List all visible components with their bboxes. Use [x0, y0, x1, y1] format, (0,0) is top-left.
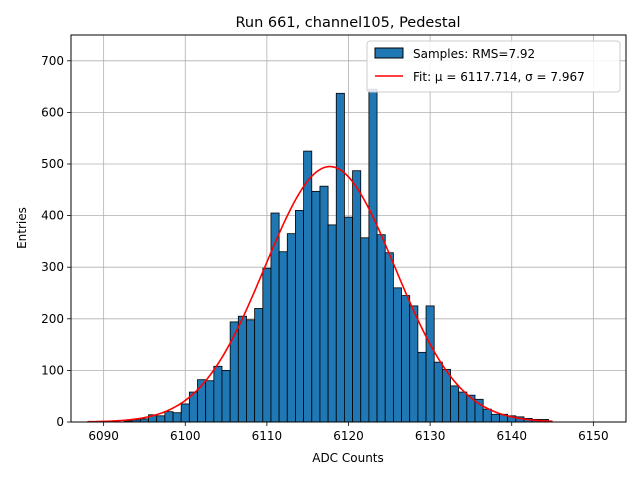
histogram-bar [213, 365, 223, 423]
histogram-bar [172, 412, 182, 423]
x-tick-label: 6150 [578, 429, 609, 443]
histogram-bar [164, 411, 174, 423]
y-axis-label: Entries [15, 207, 29, 249]
legend-samples-swatch [374, 47, 404, 59]
x-tick-label: 6090 [88, 429, 119, 443]
histogram-bar [376, 234, 386, 423]
histogram-bar [156, 415, 166, 423]
histogram-bar [262, 267, 272, 423]
y-tick-label: 300 [41, 260, 64, 274]
legend-fit-label: Fit: μ = 6117.714, σ = 7.967 [413, 70, 585, 84]
histogram-bar [327, 224, 337, 423]
histogram-bar [311, 190, 321, 423]
x-tick-label: 6100 [170, 429, 201, 443]
histogram-bar [368, 88, 378, 423]
histogram-bar [425, 305, 435, 423]
legend: Samples: RMS=7.92 Fit: μ = 6117.714, σ =… [366, 40, 621, 93]
legend-samples-label: Samples: RMS=7.92 [413, 47, 535, 61]
histogram-bar [490, 413, 500, 423]
histogram-bar [344, 216, 353, 423]
x-axis-ticks: 6090 6100 6110 6120 6130 6140 6150 [88, 422, 609, 443]
histogram-bar [295, 210, 305, 423]
histogram-bar [441, 368, 451, 423]
histogram-bar [401, 295, 411, 423]
histogram-bar [221, 369, 231, 423]
histogram-bar [384, 252, 394, 423]
histogram-bar [278, 251, 288, 423]
histogram-bar [335, 92, 345, 423]
histogram-bar [319, 185, 329, 423]
y-tick-label: 700 [41, 54, 64, 68]
histogram-bar [303, 150, 313, 423]
x-tick-label: 6140 [496, 429, 527, 443]
histogram-bar [458, 391, 468, 423]
y-tick-label: 0 [56, 415, 64, 429]
y-tick-label: 600 [41, 105, 64, 119]
x-tick-label: 6130 [415, 429, 446, 443]
legend-box [366, 40, 621, 93]
x-axis-label: ADC Counts [312, 451, 384, 465]
y-tick-label: 100 [41, 363, 64, 377]
histogram-bar [482, 408, 492, 423]
histogram-bar [433, 361, 443, 423]
gaussian-fit-curve [87, 165, 553, 423]
y-axis-ticks: 0 100 200 300 400 500 600 700 [41, 54, 71, 429]
x-tick-label: 6110 [252, 429, 283, 443]
histogram-bar [205, 380, 215, 423]
histogram-bar [392, 287, 402, 423]
histogram-bar [417, 351, 427, 423]
y-tick-label: 400 [41, 209, 64, 223]
histogram-bar [180, 403, 190, 423]
histogram-bar [450, 385, 460, 423]
histogram-bar [254, 308, 264, 423]
histogram-bar [237, 315, 247, 423]
histogram-bar [360, 237, 370, 423]
histogram-bar [246, 319, 256, 423]
histogram-bar [352, 170, 362, 423]
y-tick-label: 200 [41, 312, 64, 326]
x-tick-label: 6120 [333, 429, 364, 443]
histogram-bar [409, 305, 419, 423]
chart-title: Run 661, channel105, Pedestal [235, 15, 460, 31]
histogram-bar [286, 233, 296, 423]
y-tick-label: 500 [41, 157, 64, 171]
